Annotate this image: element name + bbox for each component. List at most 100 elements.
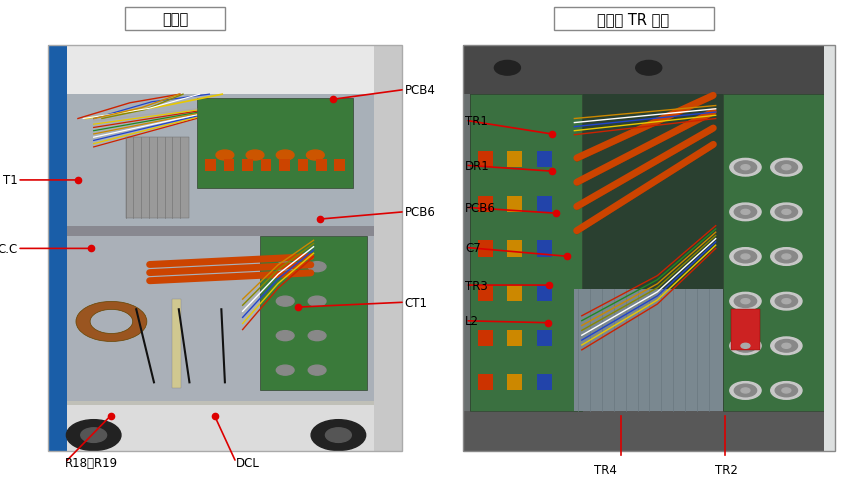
Text: PCB4: PCB4 bbox=[405, 84, 436, 97]
FancyArrowPatch shape bbox=[150, 273, 311, 281]
Circle shape bbox=[741, 388, 750, 393]
Text: TR3: TR3 bbox=[465, 279, 488, 292]
Circle shape bbox=[782, 344, 791, 348]
Bar bbox=[67, 46, 402, 95]
Circle shape bbox=[771, 248, 802, 266]
Circle shape bbox=[276, 297, 294, 306]
Bar bbox=[574, 289, 723, 411]
FancyArrowPatch shape bbox=[577, 129, 714, 207]
Circle shape bbox=[276, 366, 294, 375]
Bar bbox=[537, 241, 552, 257]
Bar bbox=[48, 46, 402, 451]
Bar bbox=[471, 95, 827, 411]
FancyBboxPatch shape bbox=[554, 8, 714, 31]
Bar bbox=[316, 160, 327, 172]
Circle shape bbox=[771, 382, 802, 400]
Bar bbox=[67, 237, 374, 403]
Circle shape bbox=[308, 366, 326, 375]
Circle shape bbox=[775, 295, 798, 308]
Circle shape bbox=[741, 210, 750, 215]
FancyBboxPatch shape bbox=[125, 8, 225, 31]
Circle shape bbox=[276, 151, 294, 161]
Circle shape bbox=[782, 165, 791, 170]
Bar bbox=[723, 95, 827, 411]
Bar bbox=[67, 95, 374, 403]
Circle shape bbox=[741, 254, 750, 260]
Circle shape bbox=[734, 251, 757, 264]
Circle shape bbox=[308, 331, 326, 341]
Circle shape bbox=[308, 262, 326, 272]
Bar bbox=[537, 285, 552, 302]
Circle shape bbox=[734, 340, 757, 352]
Bar bbox=[731, 310, 760, 350]
Circle shape bbox=[276, 262, 294, 272]
Circle shape bbox=[782, 254, 791, 260]
Bar bbox=[67, 403, 402, 451]
FancyArrowPatch shape bbox=[577, 131, 714, 209]
Bar bbox=[823, 46, 835, 451]
Text: TR1: TR1 bbox=[465, 115, 488, 127]
Bar bbox=[477, 196, 492, 212]
Bar bbox=[508, 241, 522, 257]
Circle shape bbox=[216, 151, 234, 161]
Circle shape bbox=[67, 420, 121, 450]
Circle shape bbox=[782, 210, 791, 215]
Circle shape bbox=[734, 295, 757, 308]
Bar bbox=[463, 46, 835, 451]
Bar bbox=[298, 160, 308, 172]
Circle shape bbox=[782, 388, 791, 393]
Bar bbox=[48, 46, 67, 451]
Bar bbox=[508, 330, 522, 346]
Circle shape bbox=[730, 159, 761, 177]
Text: C.C: C.C bbox=[0, 243, 17, 255]
Text: 一次側 TR 周边: 一次側 TR 周边 bbox=[597, 12, 670, 27]
Bar bbox=[508, 152, 522, 168]
Text: TR4: TR4 bbox=[594, 463, 617, 476]
Circle shape bbox=[308, 297, 326, 306]
Circle shape bbox=[741, 299, 750, 304]
Circle shape bbox=[730, 248, 761, 266]
Circle shape bbox=[276, 331, 294, 341]
Circle shape bbox=[771, 337, 802, 355]
Circle shape bbox=[734, 162, 757, 174]
Bar bbox=[477, 374, 492, 390]
Circle shape bbox=[306, 151, 324, 161]
Circle shape bbox=[771, 159, 802, 177]
Text: 右视图: 右视图 bbox=[163, 12, 189, 27]
Bar bbox=[67, 401, 374, 405]
FancyArrowPatch shape bbox=[577, 99, 713, 161]
Circle shape bbox=[80, 428, 106, 443]
Circle shape bbox=[734, 385, 757, 397]
Bar bbox=[196, 99, 353, 188]
Circle shape bbox=[734, 206, 757, 219]
Circle shape bbox=[775, 206, 798, 219]
Bar bbox=[48, 46, 402, 451]
Circle shape bbox=[730, 293, 761, 310]
Text: PCB6: PCB6 bbox=[465, 202, 497, 214]
Bar bbox=[477, 241, 492, 257]
Bar bbox=[260, 160, 272, 172]
Bar bbox=[224, 160, 234, 172]
Text: DCL: DCL bbox=[236, 456, 260, 469]
Bar bbox=[508, 285, 522, 302]
Text: CT1: CT1 bbox=[405, 296, 428, 309]
Circle shape bbox=[325, 428, 351, 443]
FancyArrowPatch shape bbox=[577, 145, 714, 231]
Bar bbox=[335, 160, 345, 172]
Bar bbox=[242, 160, 253, 172]
Circle shape bbox=[730, 382, 761, 400]
Bar bbox=[477, 152, 492, 168]
Bar bbox=[477, 330, 492, 346]
Bar bbox=[477, 285, 492, 302]
Circle shape bbox=[311, 420, 366, 450]
Bar bbox=[279, 160, 290, 172]
FancyArrowPatch shape bbox=[150, 265, 311, 273]
FancyArrowPatch shape bbox=[150, 257, 311, 265]
Circle shape bbox=[741, 344, 750, 348]
Bar bbox=[537, 152, 552, 168]
Bar bbox=[508, 196, 522, 212]
Text: DR1: DR1 bbox=[465, 160, 490, 172]
Bar bbox=[171, 300, 181, 388]
Bar bbox=[125, 138, 189, 219]
Circle shape bbox=[775, 162, 798, 174]
